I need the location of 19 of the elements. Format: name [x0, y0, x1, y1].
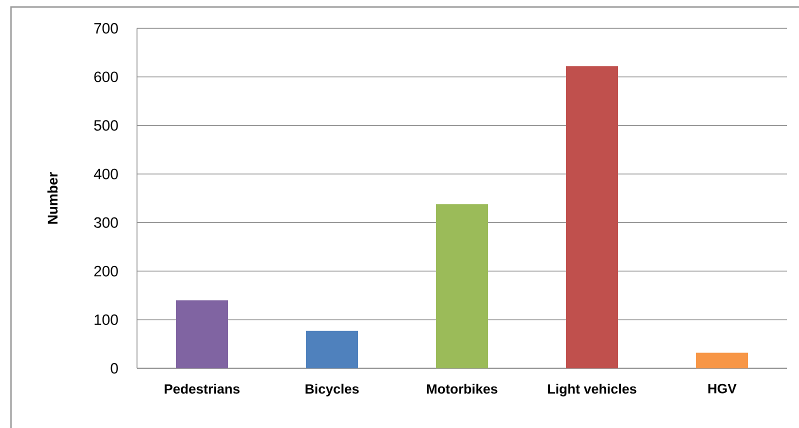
x-tick-label: Bicycles — [306, 384, 359, 396]
y-tick-label: 500 — [94, 120, 118, 131]
x-tick-label: Pedestrians — [164, 384, 240, 394]
y-tick-label: 600 — [94, 72, 118, 82]
x-tick-label: Motorbikes — [427, 384, 498, 394]
x-tick-label: Light vehicles — [548, 384, 636, 396]
y-tick-label: 300 — [94, 217, 118, 228]
bar — [436, 204, 488, 368]
bar — [176, 300, 228, 368]
y-axis-title: Number — [47, 172, 58, 224]
y-tick-label: 700 — [94, 23, 118, 34]
x-tick-label: HGV — [708, 384, 736, 394]
bar — [696, 352, 748, 368]
y-tick-label: 400 — [94, 168, 118, 180]
y-tick-label: 100 — [94, 314, 118, 326]
bar — [566, 66, 618, 368]
y-tick-label: 0 — [110, 363, 118, 374]
bar — [306, 330, 358, 368]
y-tick-label: 200 — [94, 266, 118, 276]
